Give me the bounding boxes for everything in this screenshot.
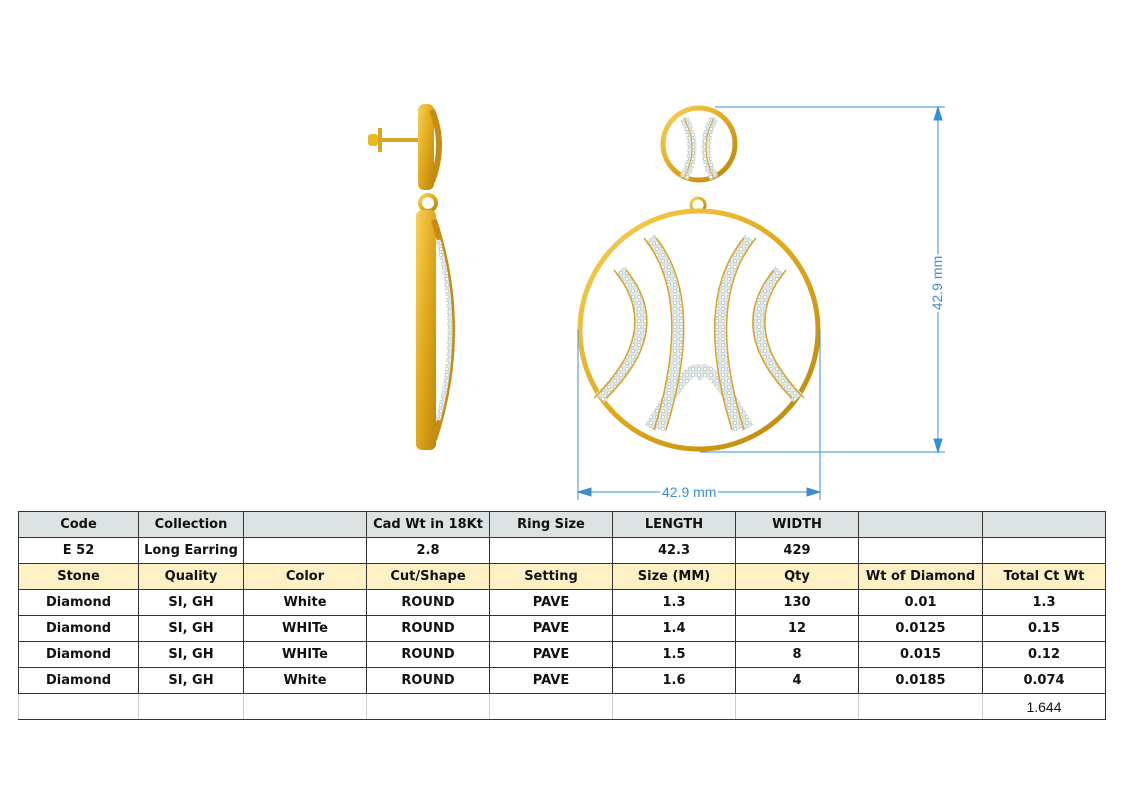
value-cell: 42.3 <box>612 537 736 564</box>
cell: White <box>243 589 367 616</box>
cell: 1.6 <box>612 667 736 694</box>
front-view-earring <box>577 105 821 452</box>
stone-row: Diamond SI, GH White ROUND PAVE 1.6 4 0.0185 0.0… <box>18 667 1106 694</box>
cell <box>612 693 736 720</box>
stone-header-cell: Size (MM) <box>612 563 736 590</box>
value-cell: E 52 <box>18 537 139 564</box>
stone-row: Diamond SI, GH White ROUND PAVE 1.3 130 0.01 1.3 <box>18 589 1106 616</box>
length-dimension-label: 42.9 mm <box>929 253 946 313</box>
cell: ROUND <box>366 667 490 694</box>
cell: PAVE <box>489 615 613 642</box>
cell: Diamond <box>18 641 139 668</box>
cell: WHITe <box>243 641 367 668</box>
cell: SI, GH <box>138 641 244 668</box>
value-cell: 429 <box>735 537 859 564</box>
cell: 0.0125 <box>858 615 983 642</box>
value-cell <box>243 537 367 564</box>
header-row: Code Collection Cad Wt in 18Kt Ring Size… <box>18 511 1106 538</box>
stone-row: Diamond SI, GH WHITe ROUND PAVE 1.5 8 0.015 0.12 <box>18 641 1106 668</box>
value-cell: Long Earring <box>138 537 244 564</box>
value-cell: 2.8 <box>366 537 490 564</box>
cell: 0.074 <box>982 667 1106 694</box>
cell: Diamond <box>18 589 139 616</box>
earring-drawing <box>368 104 945 500</box>
cell <box>243 693 367 720</box>
cell: 8 <box>735 641 859 668</box>
header-cell: Collection <box>138 511 244 538</box>
total-row: 1.644 <box>18 693 1106 720</box>
header-cell <box>243 511 367 538</box>
cell: PAVE <box>489 641 613 668</box>
cell <box>489 693 613 720</box>
cell: 12 <box>735 615 859 642</box>
cell: 130 <box>735 589 859 616</box>
stone-header-row: Stone Quality Color Cut/Shape Setting Si… <box>18 563 1106 590</box>
cell: Diamond <box>18 667 139 694</box>
stone-header-cell: Wt of Diamond <box>858 563 983 590</box>
header-cell: Code <box>18 511 139 538</box>
values-row: E 52 Long Earring 2.8 42.3 429 <box>18 537 1106 564</box>
cell: 0.0185 <box>858 667 983 694</box>
cell: PAVE <box>489 667 613 694</box>
cell: White <box>243 667 367 694</box>
side-view-earring <box>368 104 455 450</box>
stone-header-cell: Stone <box>18 563 139 590</box>
cell: SI, GH <box>138 589 244 616</box>
stone-header-cell: Total Ct Wt <box>982 563 1106 590</box>
value-cell <box>858 537 983 564</box>
cell: WHITe <box>243 615 367 642</box>
header-cell: LENGTH <box>612 511 736 538</box>
cell: PAVE <box>489 589 613 616</box>
stone-row: Diamond SI, GH WHITe ROUND PAVE 1.4 12 0.0125 0.… <box>18 615 1106 642</box>
cell: 1.3 <box>982 589 1106 616</box>
header-cell: Cad Wt in 18Kt <box>366 511 490 538</box>
stone-header-cell: Quality <box>138 563 244 590</box>
cell: 4 <box>735 667 859 694</box>
stone-header-cell: Color <box>243 563 367 590</box>
header-cell <box>982 511 1106 538</box>
cell <box>18 693 139 720</box>
cell <box>366 693 490 720</box>
cell: 0.15 <box>982 615 1106 642</box>
spec-table: Code Collection Cad Wt in 18Kt Ring Size… <box>18 511 1106 720</box>
stone-header-cell: Cut/Shape <box>366 563 490 590</box>
header-cell: WIDTH <box>735 511 859 538</box>
stone-header-cell: Qty <box>735 563 859 590</box>
cell: 1.5 <box>612 641 736 668</box>
cell <box>735 693 859 720</box>
cell: ROUND <box>366 589 490 616</box>
cell: SI, GH <box>138 615 244 642</box>
value-cell <box>489 537 613 564</box>
cell: 1.3 <box>612 589 736 616</box>
cell <box>138 693 244 720</box>
header-cell: Ring Size <box>489 511 613 538</box>
cell: SI, GH <box>138 667 244 694</box>
cell <box>858 693 983 720</box>
cell: ROUND <box>366 641 490 668</box>
cell: ROUND <box>366 615 490 642</box>
cell: 0.01 <box>858 589 983 616</box>
value-cell <box>982 537 1106 564</box>
cell: 1.4 <box>612 615 736 642</box>
cell: 0.12 <box>982 641 1106 668</box>
width-dimension-label: 42.9 mm <box>660 484 719 500</box>
cell: Diamond <box>18 615 139 642</box>
cell: 0.015 <box>858 641 983 668</box>
header-cell <box>858 511 983 538</box>
total-ct-wt: 1.644 <box>982 693 1106 720</box>
stone-header-cell: Setting <box>489 563 613 590</box>
